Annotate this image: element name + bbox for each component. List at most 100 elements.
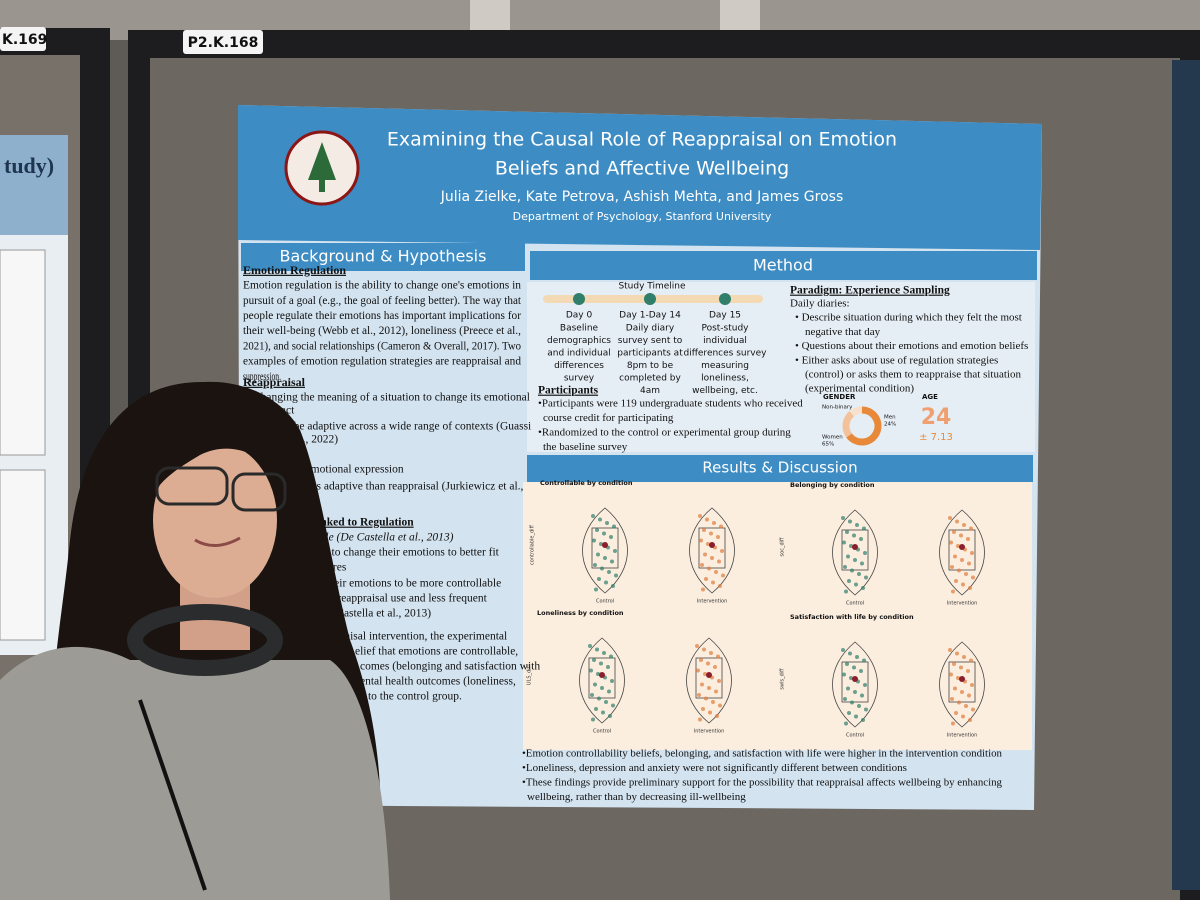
dot <box>857 572 861 576</box>
dot <box>611 584 615 588</box>
dot <box>602 651 606 655</box>
section-header <box>530 251 1037 280</box>
body-text: 2021), and social relationships (Cameron… <box>243 340 521 352</box>
dot <box>952 662 956 666</box>
hair-fringe <box>150 409 288 500</box>
dot <box>853 690 857 694</box>
dot <box>845 530 849 534</box>
body-text: pursuit of a goal (e.g., the goal of fee… <box>243 295 522 307</box>
donut-segment <box>846 406 882 446</box>
axis-label: ULS_diff <box>527 664 533 685</box>
dot <box>701 707 705 711</box>
dot <box>711 700 715 704</box>
dot <box>966 669 970 673</box>
dot <box>716 535 720 539</box>
poster-header <box>238 105 1042 250</box>
dot <box>609 654 613 659</box>
dot <box>593 682 597 687</box>
timeline-text: survey sent to <box>618 336 683 346</box>
right-poster <box>1172 60 1200 890</box>
timeline-text: wellbeing, etc. <box>692 386 758 396</box>
legend-label: Women <box>822 435 843 441</box>
plot-title: Satisfaction with life by condition <box>790 613 914 621</box>
body-text: ing emotional expression <box>288 464 404 476</box>
timeline-text: demographics <box>547 336 611 346</box>
dot <box>862 526 866 531</box>
axis-label: swls_diff <box>780 668 786 690</box>
dot <box>967 693 971 698</box>
dot <box>711 580 715 585</box>
dot <box>962 655 966 659</box>
box <box>698 527 726 569</box>
dot <box>713 665 717 669</box>
timeline-text: loneliness, <box>701 374 749 384</box>
dot <box>700 563 704 567</box>
dot <box>704 577 708 581</box>
dot <box>595 528 599 532</box>
dot <box>598 517 602 522</box>
dot <box>712 521 716 525</box>
body-text: aisal intervention, the experimental <box>345 631 507 643</box>
dot <box>596 552 600 557</box>
age-label: AGE <box>922 393 938 401</box>
timeline-label: Day 0 <box>566 311 593 321</box>
headphones <box>127 604 283 676</box>
dot <box>709 531 713 536</box>
body-text: • Questions about their emotions and emo… <box>795 340 1028 352</box>
dot <box>948 516 952 520</box>
box <box>948 661 976 703</box>
dot <box>863 551 867 555</box>
dot <box>599 661 603 666</box>
body-text: elief that emotions are controllable, <box>355 646 518 658</box>
subheading: Paradigm: Experience Sampling <box>790 285 950 297</box>
dot <box>848 651 852 656</box>
dot <box>863 683 867 687</box>
dot <box>848 519 852 524</box>
condition-label: Intervention <box>947 733 978 739</box>
body-text: •Emotion controllability beliefs, belong… <box>522 748 1002 760</box>
dot <box>950 565 954 569</box>
dot <box>592 658 596 662</box>
condition-label: Intervention <box>694 729 725 735</box>
dot <box>860 561 864 566</box>
side-poster-header <box>0 135 68 235</box>
dot <box>950 697 954 701</box>
dot <box>609 535 613 539</box>
dot <box>708 710 712 715</box>
dot <box>709 651 713 655</box>
dot <box>861 586 865 590</box>
dot <box>594 707 598 711</box>
dot <box>961 714 965 719</box>
dot <box>612 524 616 529</box>
dot <box>844 589 848 594</box>
donut-segment <box>849 406 863 417</box>
legend-label: Non-binary <box>822 405 853 411</box>
side-chart <box>0 469 46 641</box>
body-text: wellbeing, rather than by decreasing ill… <box>527 791 746 803</box>
mean-dot <box>709 542 715 548</box>
dot <box>614 573 618 578</box>
condition-label: Control <box>593 729 611 735</box>
dot <box>719 524 723 529</box>
timeline-text: measuring <box>701 361 749 371</box>
dot <box>961 582 965 587</box>
dot <box>698 514 702 518</box>
timeline-dot <box>719 293 731 305</box>
dot <box>853 558 857 562</box>
timeline-label: Day 15 <box>709 311 741 321</box>
dot <box>843 565 847 569</box>
body-text: Daily diaries: <box>790 298 850 310</box>
dot <box>854 714 858 719</box>
body-text: suppression. <box>243 371 281 383</box>
mean-dot <box>599 672 605 678</box>
body-text: comes (belonging and satisfaction with <box>360 661 540 673</box>
wall-panel <box>720 0 760 32</box>
dot <box>952 530 956 534</box>
dot <box>594 587 598 592</box>
body-text: people regulate their emotions has impor… <box>243 310 521 322</box>
body-text: their well-being (Webb et al., 2012), lo… <box>243 325 521 337</box>
axis-label: soc_diff <box>780 537 786 556</box>
glasses-left <box>155 466 229 506</box>
dot <box>610 559 614 564</box>
